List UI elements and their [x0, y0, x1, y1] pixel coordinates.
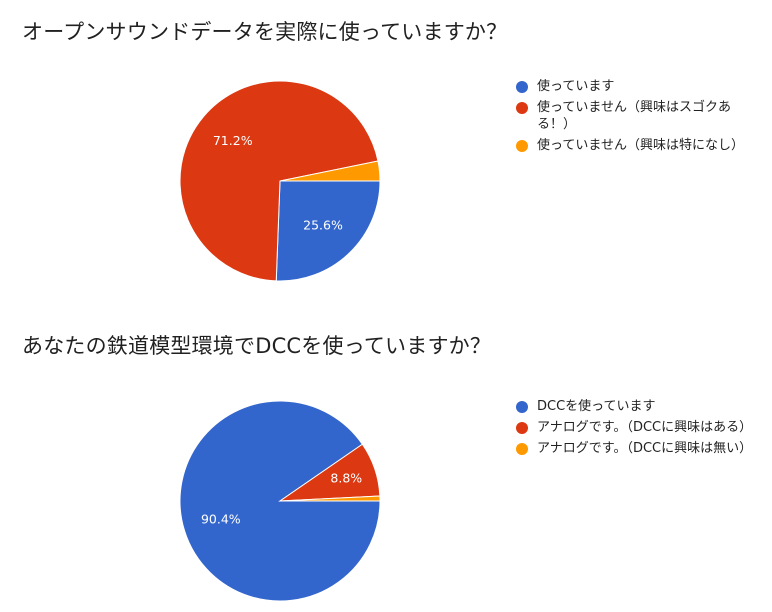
- legend-swatch: [516, 140, 528, 152]
- pie-slice[interactable]: [279, 160, 381, 182]
- pie-slice[interactable]: [179, 80, 379, 282]
- legend-swatch: [516, 443, 528, 455]
- legend-label: 使っていません（興味はスゴクある！）: [537, 100, 731, 132]
- slice-label: 71.2%: [213, 133, 253, 148]
- legend-item[interactable]: 使っています: [516, 78, 756, 95]
- chart-title: オープンサウンドデータを実際に使っていますか？: [22, 20, 508, 44]
- legend-swatch: [516, 102, 528, 114]
- pie-chart: 90.4% 8.8%: [179, 400, 381, 602]
- slice-label: 8.8%: [330, 471, 362, 486]
- slice-label: 25.6%: [303, 218, 343, 233]
- pie-chart: 25.6% 71.2%: [179, 80, 381, 282]
- chart-block-1: オープンサウンドデータを実際に使っていますか？ 25.6% 71.2% 使っていま…: [22, 20, 756, 282]
- legend-label: 使っています: [537, 79, 615, 94]
- slice-label: 90.4%: [201, 511, 241, 526]
- pie-slice[interactable]: [279, 495, 381, 502]
- legend-label: アナログです。（DCCに興味は無い）: [537, 441, 753, 456]
- legend-item[interactable]: 使っていません（興味はスゴクある！）: [516, 99, 756, 133]
- legend-label: アナログです。（DCCに興味はある）: [537, 420, 753, 435]
- legend-label: 使っていません（興味は特になし）: [537, 138, 744, 153]
- legend-item[interactable]: アナログです。（DCCに興味はある）: [516, 419, 756, 436]
- legend-swatch: [516, 401, 528, 413]
- legend-swatch: [516, 422, 528, 434]
- chart-title: あなたの鉄道模型環境でDCCを使っていますか？: [22, 334, 492, 358]
- legend-item[interactable]: DCCを使っています: [516, 398, 756, 415]
- chart-block-2: あなたの鉄道模型環境でDCCを使っていますか？ 90.4% 8.8% DCCを使っ…: [0, 320, 772, 602]
- legend: DCCを使っています アナログです。（DCCに興味はある） アナログです。（DC…: [516, 398, 756, 461]
- legend-label: DCCを使っています: [537, 399, 656, 414]
- legend-item[interactable]: アナログです。（DCCに興味は無い）: [516, 440, 756, 457]
- legend-item[interactable]: 使っていません（興味は特になし）: [516, 137, 756, 154]
- pie-slice[interactable]: [275, 180, 381, 282]
- legend-swatch: [516, 81, 528, 93]
- legend: 使っています 使っていません（興味はスゴクある！） 使っていません（興味は特にな…: [516, 78, 756, 158]
